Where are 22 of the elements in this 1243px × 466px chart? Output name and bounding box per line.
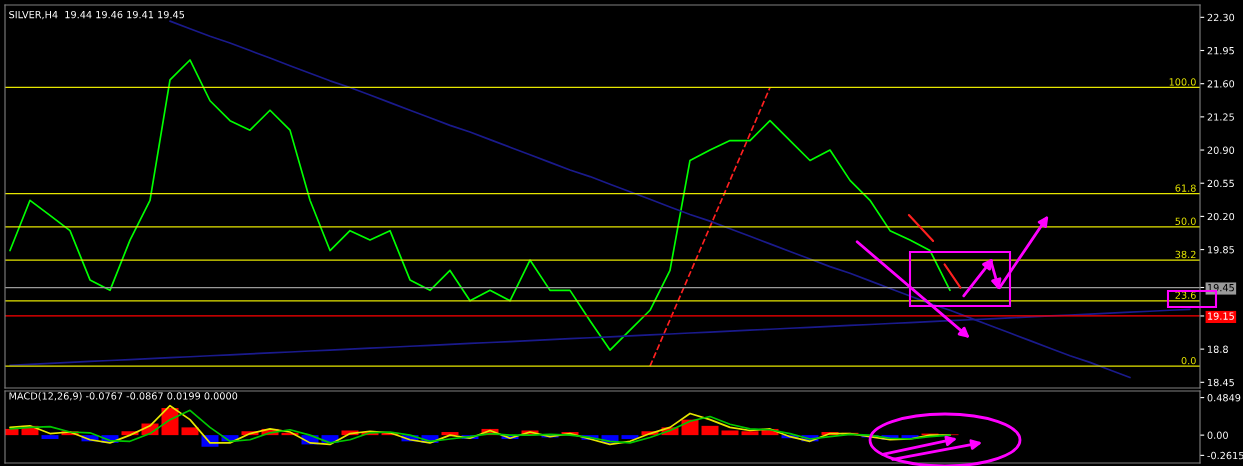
annotation: 23.6 [1175, 291, 1196, 299]
annotation: 50.0 [1175, 217, 1196, 225]
y-tick-label: 19.15 [1208, 312, 1234, 320]
y-tick-label: 22.30 [1207, 13, 1235, 22]
y-tick-label: 0.00 [1207, 431, 1228, 439]
annotation: 61.8 [1175, 184, 1196, 192]
y-tick-label: 20.55 [1207, 179, 1234, 188]
y-tick-label: 0.4849 [1207, 394, 1241, 402]
chart-title: MACD(12,26,9) -0.0767 -0.0867 0.0199 0.0000 [9, 392, 238, 401]
y-tick-label: 19.85 [1208, 246, 1234, 254]
y-tick-label: 18.8 [1208, 345, 1228, 353]
y-tick-label: 21.95 [1207, 46, 1234, 55]
annotation: 100.0 [1169, 78, 1196, 86]
y-tick-label: 20.90 [1207, 146, 1235, 154]
y-tick-label: -0.2615 [1207, 451, 1243, 460]
y-tick-label: 18.45 [1208, 378, 1234, 387]
text: SILVER,H4 19.44 19.46 19.41 19.45 [9, 10, 185, 20]
y-tick-label: 21.25 [1207, 113, 1234, 121]
y-tick-label: 21.60 [1207, 80, 1235, 88]
y-tick-label: 20.20 [1207, 212, 1235, 221]
annotation: 38.2 [1175, 250, 1196, 259]
annotation: 0.0 [1181, 356, 1196, 365]
